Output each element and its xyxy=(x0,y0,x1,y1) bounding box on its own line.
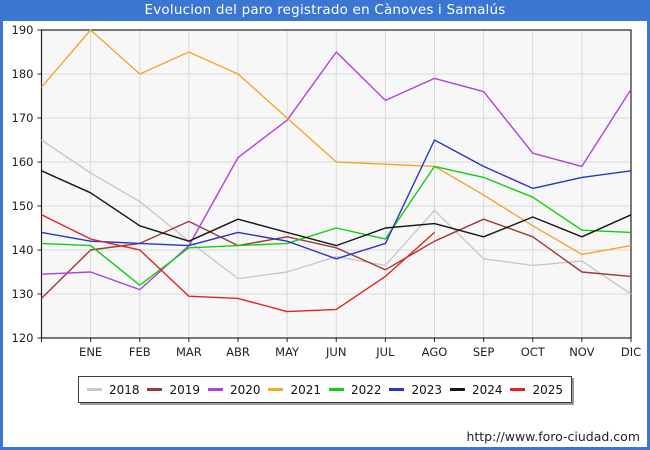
legend-swatch-2018 xyxy=(86,388,102,391)
x-tick-label: ABR xyxy=(226,345,250,359)
legend-swatch-2019 xyxy=(147,388,163,391)
x-tick-label: SEP xyxy=(473,345,495,359)
legend-item-2022: 2022 xyxy=(328,382,382,397)
series-line-2021 xyxy=(40,29,632,256)
y-tick-label: 150 xyxy=(12,199,34,213)
footer-url: http://www.foro-ciudad.com xyxy=(466,429,640,444)
x-tick-label: AGO xyxy=(422,345,448,359)
legend-label-2019: 2019 xyxy=(169,382,200,397)
y-tick-label: 190 xyxy=(12,23,34,37)
x-tick-label: JUL xyxy=(375,345,395,359)
y-tick-label: 170 xyxy=(12,111,34,125)
legend-item-2019: 2019 xyxy=(147,383,200,397)
y-tick-label: 120 xyxy=(12,331,34,345)
legend-item-2018: 2018 xyxy=(86,382,140,397)
chart-title: Evolucion del paro registrado en Cànoves… xyxy=(0,0,650,21)
x-tick-label: DIC xyxy=(621,345,641,359)
legend-label-2023: 2023 xyxy=(411,382,442,397)
series-line-2023 xyxy=(41,139,632,260)
legend-swatch-2023 xyxy=(389,388,405,391)
x-tick-label: OCT xyxy=(521,345,546,359)
legend-item-2021: 2021 xyxy=(268,383,321,397)
legend-swatch-2024 xyxy=(449,388,465,391)
legend-label-2018: 2018 xyxy=(108,382,140,397)
series-line-2022 xyxy=(41,165,632,286)
legend-label-2020: 2020 xyxy=(229,382,261,397)
legend-item-2023: 2023 xyxy=(389,383,442,397)
x-tick-label: NOV xyxy=(569,345,594,359)
x-tick-label: ENE xyxy=(79,345,102,359)
series-line-2024 xyxy=(41,170,632,247)
x-tick-label: JUN xyxy=(325,345,346,359)
plot-border xyxy=(40,29,632,339)
y-tick-label: 160 xyxy=(12,155,34,169)
legend-swatch-2020 xyxy=(207,388,223,391)
legend-swatch-2021 xyxy=(268,388,284,391)
legend-label-2022: 2022 xyxy=(350,382,382,397)
y-tick-label: 130 xyxy=(12,287,34,301)
series-line-2025 xyxy=(41,214,435,313)
x-tick-label: MAY xyxy=(275,345,300,359)
legend-label-2025: 2025 xyxy=(532,382,563,397)
legend-label-2021: 2021 xyxy=(290,382,321,397)
legend-item-2020: 2020 xyxy=(207,382,261,397)
legend-item-2025: 2025 xyxy=(510,383,563,397)
x-tick-label: MAR xyxy=(176,345,202,359)
chart-legend: 2018 2019 2020 2021 2022 2023 2024 2025 xyxy=(78,376,572,403)
y-tick-label: 180 xyxy=(12,67,34,81)
x-tick-label: FEB xyxy=(129,345,151,359)
series-line-2018 xyxy=(41,139,632,295)
legend-item-2024: 2024 xyxy=(449,382,503,397)
legend-swatch-2025 xyxy=(510,388,526,391)
series-line-2020 xyxy=(41,51,632,291)
legend-swatch-2022 xyxy=(328,388,344,391)
y-tick-label: 140 xyxy=(12,243,34,257)
legend-label-2024: 2024 xyxy=(471,382,503,397)
